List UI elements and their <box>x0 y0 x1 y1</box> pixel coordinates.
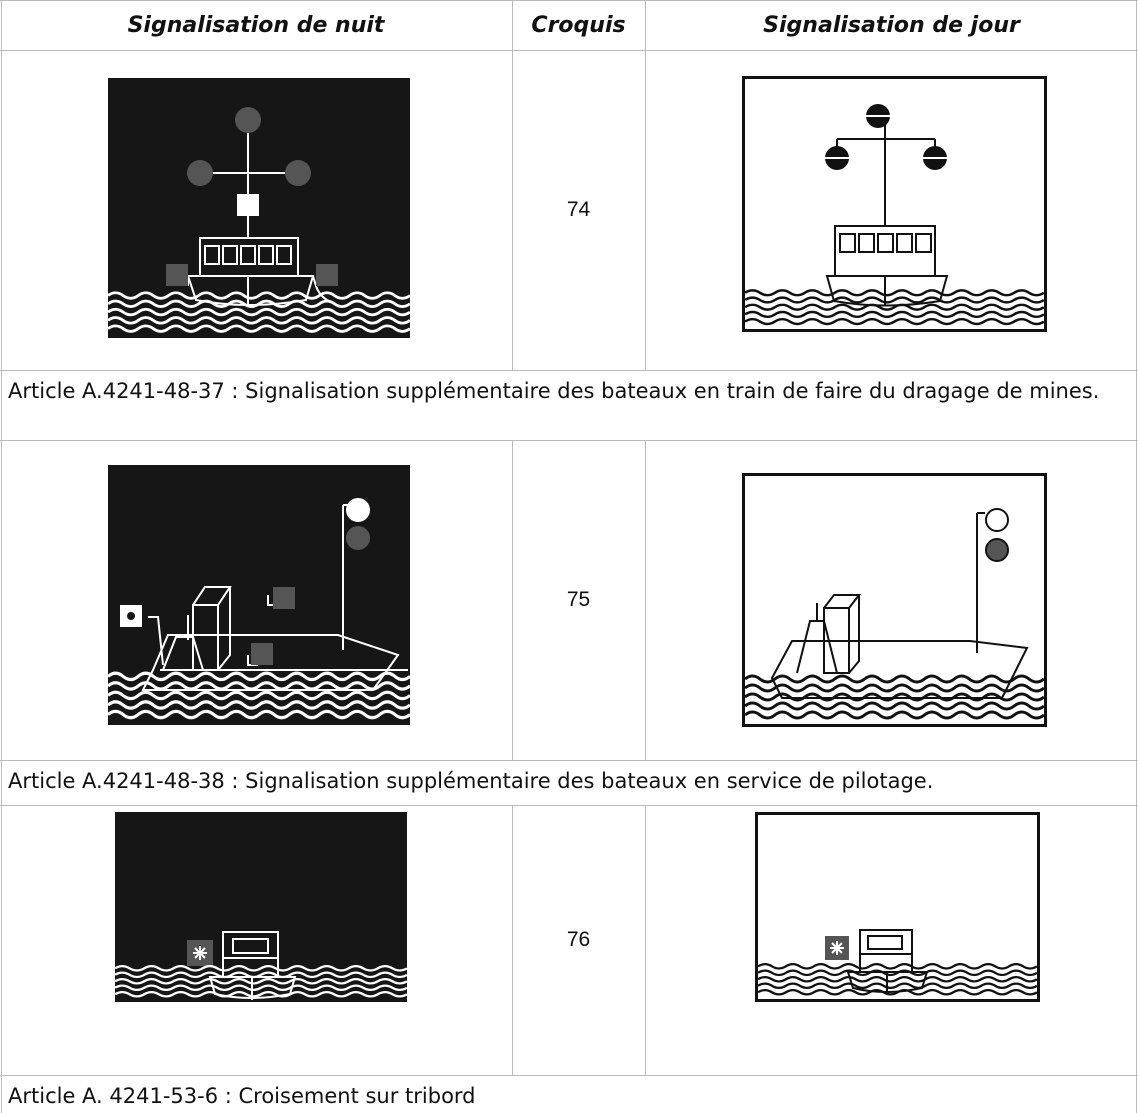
column-header: Croquis <box>531 12 626 38</box>
croquis-number: 74 <box>566 198 591 221</box>
rule <box>512 440 513 760</box>
rule <box>512 0 513 370</box>
column-header: Signalisation de jour <box>763 12 1020 38</box>
night-illustration <box>108 78 410 338</box>
article: Article A. 4241-53-6 : Croisement sur tr… <box>8 1084 476 1108</box>
day-illustration <box>742 473 1047 727</box>
article: Article A.4241-48-38 : Signalisation sup… <box>8 769 934 793</box>
rule <box>1 0 2 1113</box>
rule <box>0 0 1138 1</box>
day-illustration <box>755 812 1040 1002</box>
croquis-number: 76 <box>566 928 591 951</box>
article: Article A.4241-48-37 : Signalisation sup… <box>8 379 1100 403</box>
rule <box>645 440 646 760</box>
rule <box>0 370 1138 371</box>
croquis-number: 75 <box>566 588 591 611</box>
rule <box>645 805 646 1075</box>
rule <box>0 1075 1138 1076</box>
rule <box>512 805 513 1075</box>
night-illustration <box>115 812 407 1002</box>
rule <box>0 50 1138 51</box>
day-illustration <box>742 76 1047 332</box>
rule <box>1136 0 1137 1113</box>
rule <box>0 805 1138 806</box>
night-illustration <box>108 465 410 725</box>
rule <box>645 0 646 370</box>
rule <box>0 760 1138 761</box>
rule <box>0 440 1138 441</box>
column-header: Signalisation de nuit <box>127 12 385 38</box>
